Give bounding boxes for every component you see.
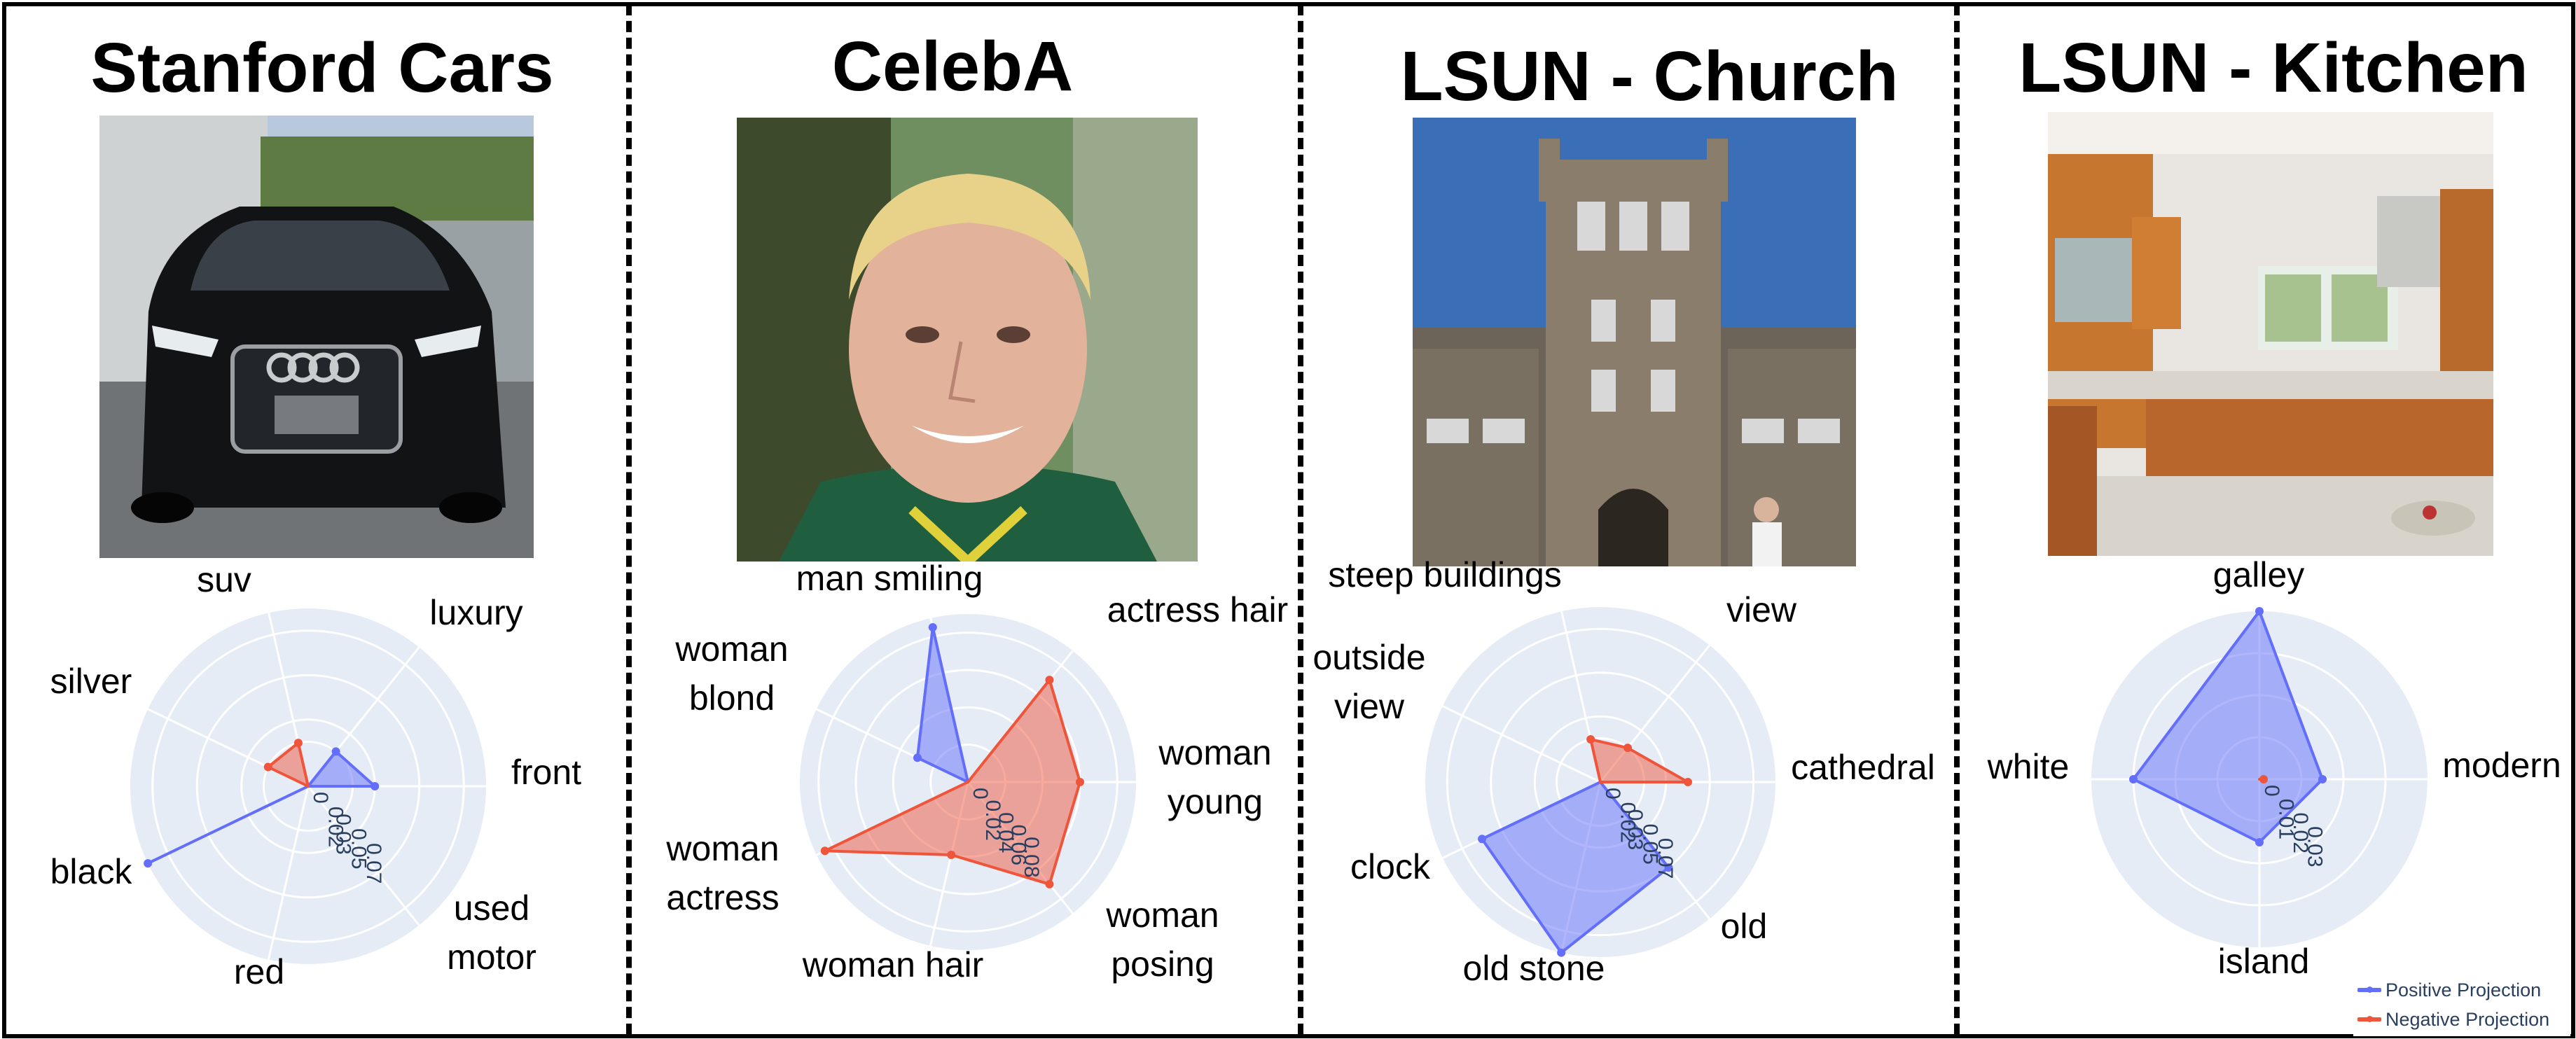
church-photo: [1413, 118, 1856, 566]
kitchen-photo: [2048, 112, 2493, 556]
legend-item-negative: Negative Projection: [2357, 1007, 2549, 1032]
legend-label-negative: Negative Projection: [2385, 1008, 2550, 1030]
panel-title-church: LSUN - Church: [1400, 37, 1899, 116]
legend-item-positive: Positive Projection: [2357, 977, 2541, 1003]
car-photo: [99, 116, 534, 558]
panel-title-kitchen: LSUN - Kitchen: [2018, 29, 2528, 107]
positive-swatch-icon: [2357, 986, 2381, 993]
panel-divider: [1954, 4, 1960, 1035]
negative-swatch-icon: [2357, 1016, 2381, 1022]
panel-divider: [626, 4, 632, 1035]
legend-label-positive: Positive Projection: [2385, 979, 2542, 1000]
chart-legend: Positive Projection Negative Projection: [2353, 973, 2570, 1036]
face-photo: [737, 118, 1198, 562]
panel-title-celeba: CelebA: [831, 27, 1074, 106]
panel-divider: [1298, 4, 1303, 1035]
panel-title-cars: Stanford Cars: [90, 29, 554, 107]
